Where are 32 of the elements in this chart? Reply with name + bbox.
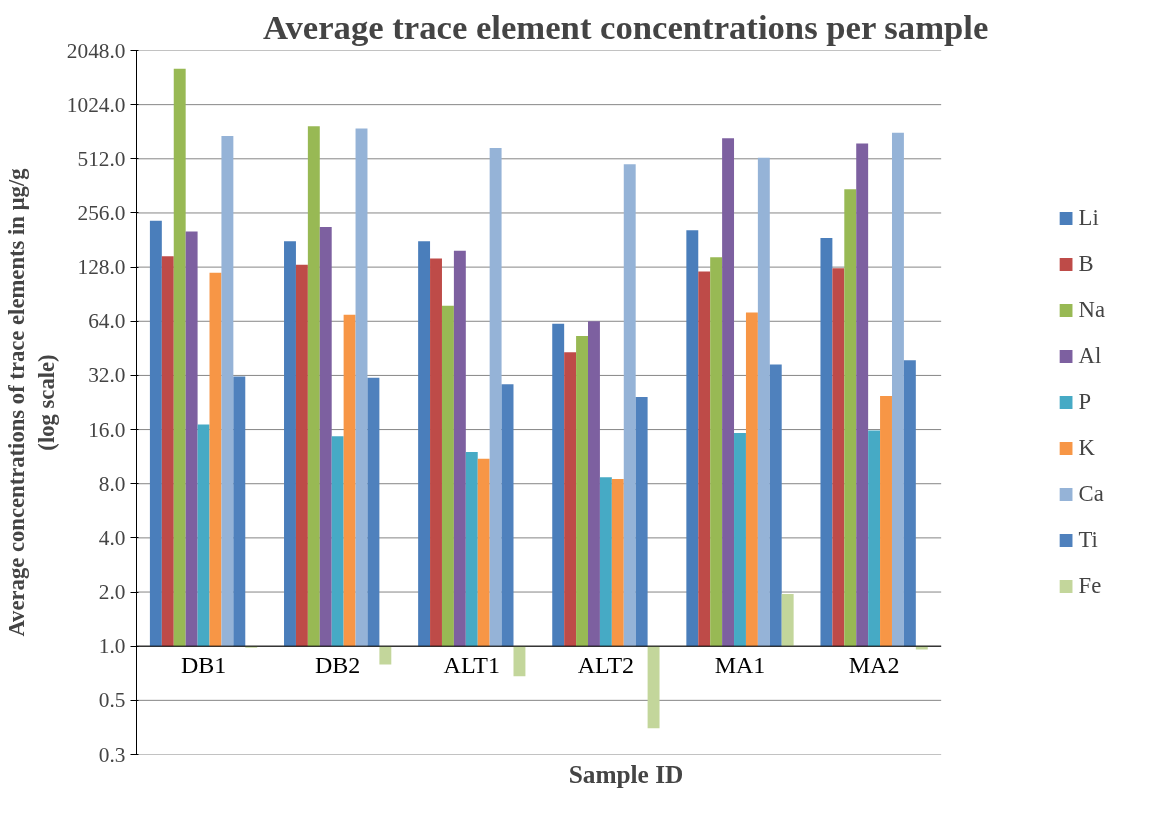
x-tick-label: ALT2: [577, 651, 635, 678]
legend-label: Ca: [1078, 481, 1104, 507]
x-tick-label: MA1: [714, 651, 766, 678]
x-tick-label: ALT1: [443, 651, 500, 678]
x-tick-label: DB2: [314, 651, 361, 678]
legend-label: B: [1078, 251, 1095, 277]
legend-label: Li: [1078, 205, 1099, 231]
legend-label: P: [1078, 389, 1093, 415]
legend-label: Al: [1078, 343, 1102, 369]
y-tick-label: 1.0: [98, 634, 126, 659]
y-tick-label: 4.0: [98, 525, 126, 550]
legend-label: Fe: [1078, 573, 1102, 599]
x-tick-label: MA2: [848, 651, 900, 678]
legend-label: Na: [1078, 297, 1105, 323]
legend-label: Ti: [1078, 527, 1099, 553]
x-axis-title: Sample ID: [568, 759, 684, 788]
y-tick-label: 0.3: [98, 742, 126, 767]
y-tick-label: 16.0: [88, 417, 126, 442]
x-tick-label: DB1: [180, 651, 227, 678]
y-tick-label: 64.0: [88, 309, 126, 334]
chart-title: Average trace element concentrations per sample: [263, 7, 989, 46]
y-tick-label: 2.0: [98, 580, 126, 605]
y-tick-label: 0.5: [98, 688, 126, 713]
y-tick-label: 2048.0: [66, 38, 126, 63]
legend-label: K: [1078, 435, 1096, 461]
y-tick-label: 32.0: [88, 363, 126, 388]
y-tick-label: 512.0: [77, 146, 126, 171]
y-tick-label: 128.0: [77, 255, 126, 280]
y-tick-label: 256.0: [77, 200, 126, 225]
y-tick-label: 1024.0: [66, 92, 126, 117]
y-axis-title: Average concentrations of trace elements in µg/g (log scale): [3, 167, 59, 637]
y-tick-label: 8.0: [98, 471, 126, 496]
